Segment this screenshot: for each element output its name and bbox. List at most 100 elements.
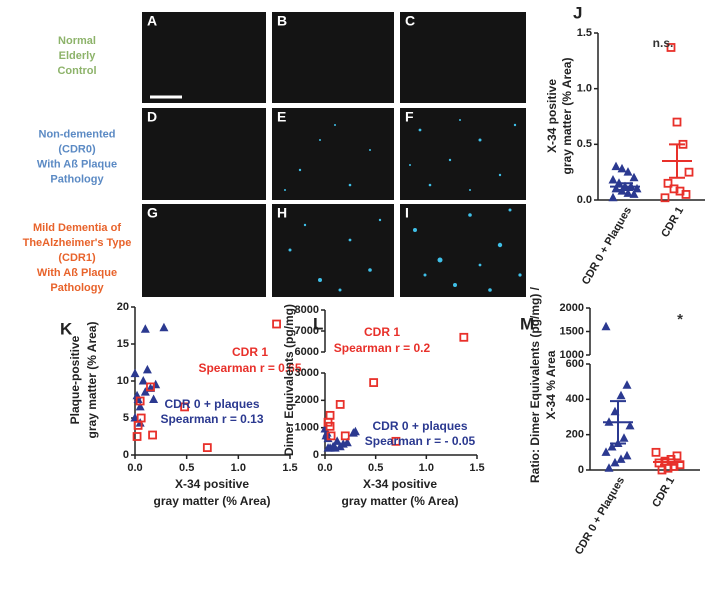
point bbox=[135, 401, 145, 411]
y-axis-label: gray matter (% Area) bbox=[85, 322, 99, 439]
panel-letter: M bbox=[520, 314, 534, 333]
micrograph bbox=[142, 204, 266, 297]
point bbox=[323, 443, 333, 452]
point bbox=[610, 457, 620, 467]
point bbox=[202, 443, 212, 453]
panel-letter: J bbox=[573, 3, 582, 22]
error-bar bbox=[669, 143, 685, 179]
micrograph bbox=[272, 108, 394, 200]
annotation: * bbox=[677, 311, 683, 328]
point bbox=[369, 378, 379, 387]
y-tick-label: 10 bbox=[117, 375, 129, 387]
row-label: Normal bbox=[58, 35, 96, 47]
error-bar bbox=[617, 182, 633, 191]
x-axis-label: X-34 positive bbox=[175, 477, 249, 491]
point bbox=[601, 447, 611, 456]
point bbox=[623, 188, 633, 197]
x-axis-label: gray matter (% Area) bbox=[342, 494, 459, 508]
error-bar bbox=[610, 400, 626, 445]
micrograph bbox=[142, 12, 266, 103]
point bbox=[657, 465, 667, 475]
point bbox=[672, 117, 682, 127]
y-tick-label: 20 bbox=[117, 301, 129, 313]
point bbox=[616, 454, 626, 463]
point bbox=[142, 364, 152, 374]
point bbox=[663, 178, 673, 188]
row-label: (CDR0) bbox=[58, 143, 96, 155]
panel-letter: B bbox=[277, 13, 287, 29]
y-tick-label: 0 bbox=[313, 449, 319, 461]
panel-letter: D bbox=[147, 109, 157, 125]
y-tick-label: 1000 bbox=[560, 349, 584, 361]
point bbox=[616, 390, 626, 400]
point bbox=[611, 161, 621, 171]
x-tick-label: 1.0 bbox=[419, 462, 434, 474]
annotation: n.s. bbox=[653, 36, 674, 50]
y-axis-label: Plaque-positive bbox=[68, 335, 82, 424]
y-tick-label: 0.0 bbox=[577, 194, 592, 206]
annotation: CDR 1 bbox=[364, 325, 400, 339]
point bbox=[675, 186, 685, 196]
point bbox=[332, 436, 342, 445]
point bbox=[623, 167, 633, 176]
annotation: CDR 0 + plaques bbox=[164, 397, 259, 411]
x-tick-label: CDR 1 bbox=[659, 205, 686, 240]
point bbox=[335, 400, 345, 409]
panel-letter: E bbox=[277, 109, 286, 125]
point bbox=[632, 183, 642, 193]
y-tick-label: 6000 bbox=[295, 346, 319, 358]
row-label: Elderly bbox=[59, 50, 97, 62]
y-tick-label: 0 bbox=[123, 449, 129, 461]
micrograph-dots bbox=[284, 119, 522, 292]
point bbox=[684, 167, 694, 177]
micrograph bbox=[400, 12, 526, 103]
point bbox=[607, 442, 617, 451]
y-tick-label: 200 bbox=[566, 429, 584, 441]
annotation: CDR 0 + plaques bbox=[372, 419, 467, 433]
x-tick-label: 0.0 bbox=[317, 462, 332, 474]
micrograph bbox=[400, 108, 526, 200]
micrograph bbox=[400, 204, 526, 297]
y-tick-label: 0 bbox=[578, 464, 584, 476]
point bbox=[604, 463, 614, 472]
y-axis-label: X-34 positive bbox=[545, 79, 559, 153]
y-tick-label: 2000 bbox=[295, 394, 319, 406]
point bbox=[459, 332, 469, 342]
row-label: Non-demented bbox=[39, 128, 116, 140]
x-axis-label: gray matter (% Area) bbox=[154, 494, 271, 508]
x-tick-label: 1.0 bbox=[231, 462, 246, 474]
y-tick-label: 7000 bbox=[295, 325, 319, 337]
y-tick-label: 2000 bbox=[560, 302, 584, 314]
x-tick-label: 0.0 bbox=[127, 462, 142, 474]
point bbox=[660, 193, 670, 203]
y-tick-label: 400 bbox=[566, 393, 584, 405]
point bbox=[325, 421, 335, 431]
point bbox=[130, 368, 140, 378]
point bbox=[622, 380, 632, 389]
point bbox=[132, 432, 142, 441]
row-label: Control bbox=[57, 65, 96, 77]
annotation: Spearman r = 0.2 bbox=[334, 341, 431, 355]
point bbox=[326, 431, 336, 441]
point bbox=[146, 382, 155, 392]
panel-letter: I bbox=[405, 205, 409, 221]
point bbox=[140, 324, 150, 333]
panel-letter: A bbox=[147, 13, 157, 29]
point bbox=[340, 431, 350, 441]
point bbox=[651, 447, 661, 457]
y-tick-label: 1000 bbox=[295, 422, 319, 434]
point bbox=[342, 437, 352, 447]
point bbox=[135, 396, 145, 406]
micrograph bbox=[142, 108, 266, 200]
row-label: With Aß Plaque bbox=[37, 158, 117, 170]
point bbox=[133, 420, 143, 430]
x-tick-label: CDR 1 bbox=[650, 475, 677, 510]
point bbox=[622, 450, 632, 460]
point bbox=[608, 192, 618, 202]
error-bar bbox=[660, 458, 676, 466]
y-axis-label: gray matter (% Area) bbox=[560, 58, 574, 175]
point bbox=[350, 426, 360, 436]
y-axis-label: Ratio: Dimer Equivalents (pg/mg) / bbox=[528, 286, 542, 483]
row-label: Pathology bbox=[50, 173, 104, 185]
